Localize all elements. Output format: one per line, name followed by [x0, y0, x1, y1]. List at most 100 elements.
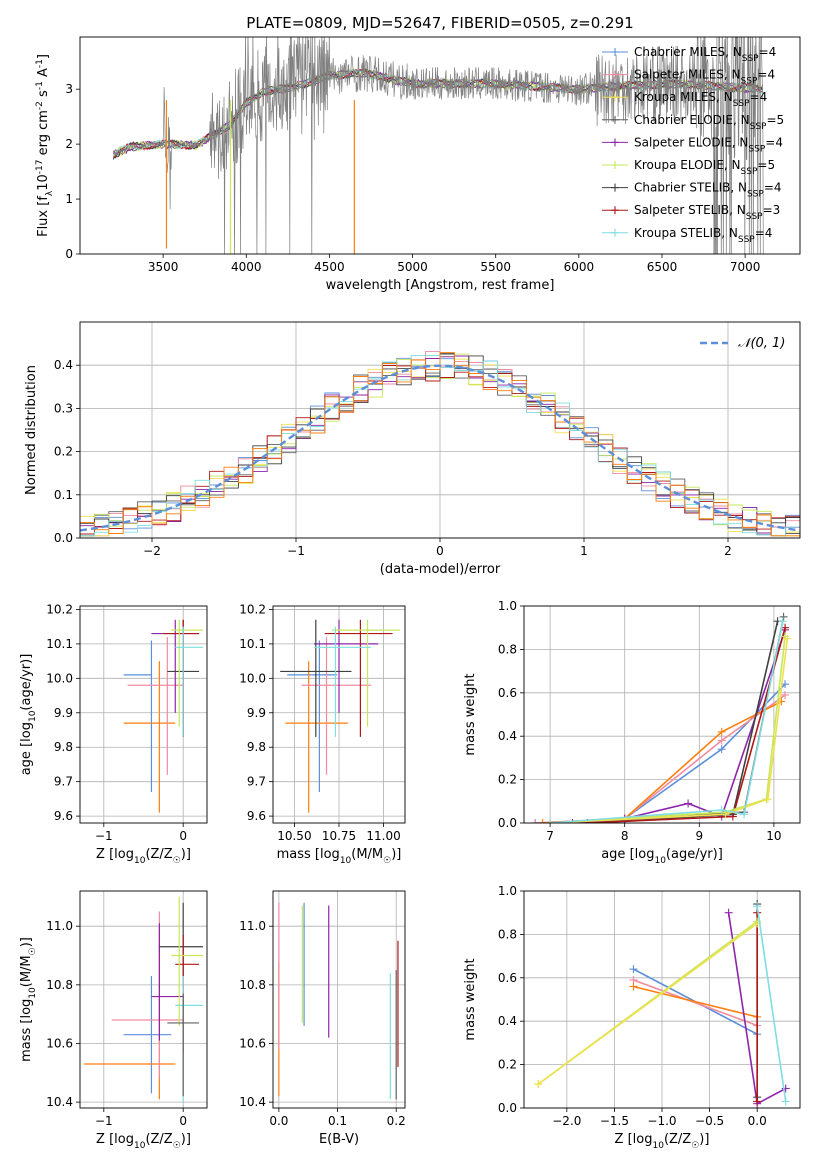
label-part: 10 [340, 856, 352, 866]
axes-border [79, 605, 208, 824]
x-tick-label: 0.0 [269, 1114, 288, 1128]
legend-entry: Salpeter STELIB, NSSP=3 [634, 203, 780, 222]
x-axis-label: age [log10(age/yr)] [601, 847, 723, 866]
y-tick-label: 9.9 [54, 706, 73, 720]
x-tick-label: −2.0 [552, 1114, 581, 1128]
x-tick-label: 10.75 [322, 829, 356, 843]
x-tick-label: 0 [436, 544, 444, 558]
x-tick-label: 7000 [730, 260, 761, 274]
errorbar-point [123, 661, 176, 813]
x-tick-label: 10 [766, 829, 781, 843]
x-tick-label: 2 [724, 544, 732, 558]
label-part: =4 [750, 90, 768, 104]
series [583, 623, 790, 823]
x-tick-label: −1 [287, 544, 305, 558]
series-line [587, 627, 786, 823]
panel-age-vs-Z: −1 09.69.79.89.910.010.110.2Z [log10(Z/Z☉… [19, 602, 208, 866]
x-axis-label: Z [log10(Z/Z☉)] [96, 847, 191, 866]
x-axis-label: Z [log10(Z/Z☉)] [96, 1132, 191, 1151]
plot-layer: 3500 4000 4500 5000 5500 6000 6500 70000123Chab… [19, 36, 801, 1151]
y-axis-label: Normed distribution [24, 365, 39, 495]
plot-area [123, 619, 204, 813]
x-axis-label: mass [log10(M/M☉)] [277, 847, 402, 866]
y-tick-label: 11.0 [239, 919, 266, 933]
y-tick-label: 1 [65, 192, 73, 206]
x-tick-label: 6500 [647, 260, 678, 274]
y-tick-label: 9.6 [54, 809, 73, 823]
plot-area [278, 902, 399, 1100]
y-tick-label: 0.8 [498, 927, 517, 941]
label-part: SSP [750, 122, 767, 132]
y-tick-label: 9.7 [247, 775, 266, 789]
label-part: ☉ [173, 1141, 181, 1151]
label-part: ☉ [691, 1141, 699, 1151]
label-part: (M/M [19, 955, 34, 987]
y-tick-label: 0.0 [54, 531, 73, 545]
legend-entry: Chabrier STELIB, NSSP=4 [634, 181, 782, 200]
label-part: Kroupa MILES, N [634, 90, 733, 104]
label-part: )] [181, 847, 191, 862]
label-part: A [36, 68, 51, 81]
label-part: 10 [134, 1141, 146, 1151]
y-tick-label: 9.8 [54, 740, 73, 754]
label-part: Z [log [96, 847, 134, 862]
x-tick-label: 3500 [148, 260, 179, 274]
label-part: )] [19, 937, 34, 947]
plot-area [534, 900, 790, 1108]
series [546, 634, 792, 823]
axes-frame: −2.0 −1.5 −1.0 −0.5 0.0 0.0 0.2 0.4 0.6 0.8 1.0 Z [… [463, 884, 801, 1151]
label-part: =5 [766, 113, 784, 127]
axes-frame: −1 09.69.79.89.910.010.110.2Z [log10(Z/Z☉… [19, 602, 208, 866]
label-part: -17 [35, 160, 45, 175]
grid-lines [80, 891, 207, 1108]
label-part: age [log [601, 847, 654, 862]
series [546, 617, 787, 823]
panel-residuals: −2 −1 0 1 2 0.0 0.1 0.2 0.3 0.4 𝒩(0, 1) (data-model… [24, 321, 801, 577]
label-part: Chabrier STELIB, N [634, 181, 747, 195]
errorbar-point [151, 923, 184, 1041]
series [583, 617, 782, 823]
label-part: λ [45, 190, 55, 196]
errorbar-point [83, 932, 176, 1100]
y-tick-label: 10.1 [239, 637, 266, 651]
label-part: =4 [755, 226, 773, 240]
y-tick-label: 0.2 [54, 445, 73, 459]
y-tick-label: 0 [65, 247, 73, 261]
label-part: -2 [35, 101, 45, 110]
legend-entry: Kroupa MILES, NSSP=4 [634, 90, 767, 109]
series [753, 908, 762, 1106]
axes-border [523, 605, 801, 824]
y-axis-label: age [log10(age/yr)] [19, 654, 38, 776]
label-part: Kroupa ELODIE, N [634, 158, 741, 172]
label-part: SSP [741, 167, 758, 177]
y-tick-label: 11.0 [46, 919, 73, 933]
x-tick-label: −1 [95, 829, 113, 843]
x-tick-label: 11.00 [366, 829, 400, 843]
y-tick-label: 10.1 [46, 637, 73, 651]
y-axis-label: mass weight [463, 958, 478, 1040]
panel-mass-vs-EBV: 0.0 0.1 0.2 10.4 10.6 10.8 11.0 E(B-V) [239, 890, 406, 1147]
label-part: =3 [763, 203, 781, 217]
label-part: =4 [765, 135, 783, 149]
x-tick-label: −1.0 [647, 1114, 676, 1128]
plot-area [280, 619, 400, 813]
x-axis-label: wavelength [Angstrom, rest frame] [326, 278, 555, 293]
y-tick-label: 1.0 [498, 884, 517, 898]
label-part: Flux [f [36, 196, 51, 237]
x-tick-label: 0 [179, 829, 187, 843]
plot-area [112, 37, 764, 254]
y-tick-label: 0.6 [498, 686, 517, 700]
label-part: Salpeter ELODIE, N [634, 135, 748, 149]
label-part: SSP [738, 235, 755, 245]
label-part: =5 [757, 158, 775, 172]
y-tick-label: 0.6 [498, 971, 517, 985]
label-part: 10 [652, 1141, 664, 1151]
errorbar-point [171, 619, 204, 727]
y-tick-label: 9.8 [247, 740, 266, 754]
grid-lines [80, 606, 207, 823]
y-tick-label: 0.4 [54, 358, 73, 372]
x-tick-label: 1 [580, 544, 588, 558]
errorbar-point [123, 976, 172, 1094]
